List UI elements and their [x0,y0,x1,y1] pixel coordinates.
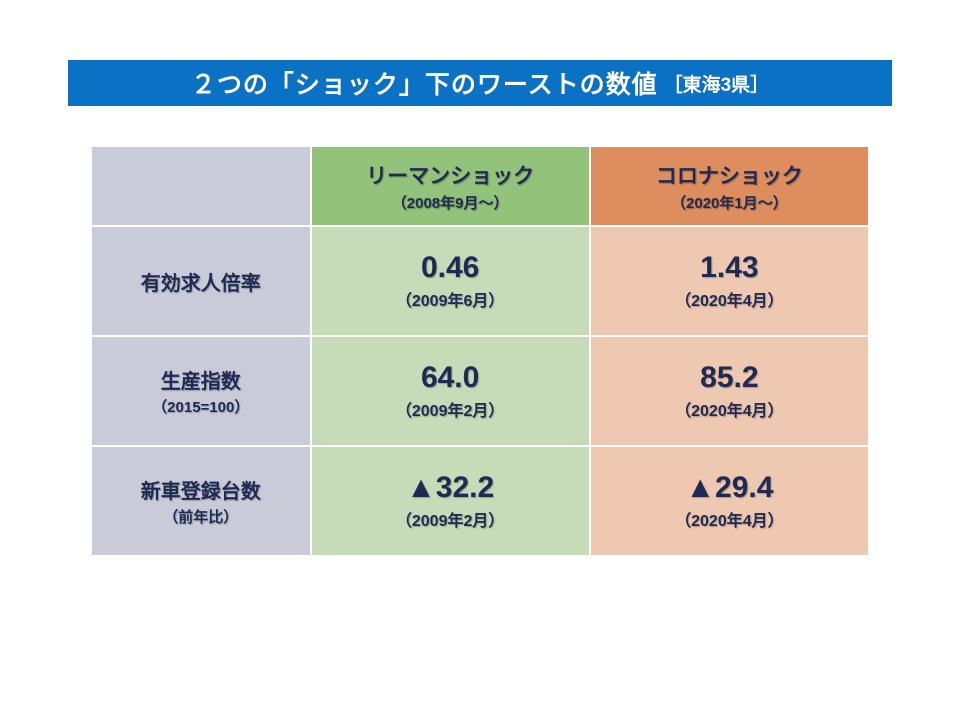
cell-b: ▲29.4 （2020年4月） [590,446,869,556]
cell-b: 1.43 （2020年4月） [590,226,869,336]
date-b: （2020年4月） [591,287,868,311]
date-b: （2020年4月） [591,507,868,531]
date-a: （2009年2月） [312,397,589,421]
value-a: ▲32.2 [406,471,494,504]
row-label-main: 新車登録台数 [141,481,261,503]
header-col-b: コロナショック （2020年1月～） [590,146,869,226]
value-b: ▲29.4 [685,471,773,504]
header-col-a: リーマンショック （2008年9月～） [311,146,590,226]
row-label-sub: （前年比） [92,506,310,527]
date-a: （2009年2月） [312,507,589,531]
cell-b: 85.2 （2020年4月） [590,336,869,446]
value-b: 85.2 [700,361,758,394]
cell-a: 0.46 （2009年6月） [311,226,590,336]
table-row: 新車登録台数 （前年比） ▲32.2 （2009年2月） ▲29.4 （2020… [91,446,869,556]
header-a-title: リーマンショック [366,165,534,188]
value-a: 64.0 [421,361,479,394]
value-a: 0.46 [421,251,479,284]
cell-a: 64.0 （2009年2月） [311,336,590,446]
row-label: 新車登録台数 （前年比） [91,446,311,556]
table-row: 有効求人倍率 0.46 （2009年6月） 1.43 （2020年4月） [91,226,869,336]
header-b-title: コロナショック [656,165,803,188]
date-a: （2009年6月） [312,287,589,311]
cell-a: ▲32.2 （2009年2月） [311,446,590,556]
header-a-period: （2008年9月～） [312,192,589,213]
comparison-table: リーマンショック （2008年9月～） コロナショック （2020年1月～） 有… [90,145,870,557]
row-label-sub: （2015=100） [92,396,310,417]
title-bar: ２つの「ショック」下のワーストの数値 ［東海3県］ [68,60,892,106]
row-label-main: 有効求人倍率 [141,273,261,295]
header-row: リーマンショック （2008年9月～） コロナショック （2020年1月～） [91,146,869,226]
title-sub: ［東海3県］ [664,70,770,97]
row-label-main: 生産指数 [161,371,241,393]
row-label: 有効求人倍率 [91,226,311,336]
header-b-period: （2020年1月～） [591,192,868,213]
corner-cell [91,146,311,226]
date-b: （2020年4月） [591,397,868,421]
value-b: 1.43 [700,251,758,284]
row-label: 生産指数 （2015=100） [91,336,311,446]
table-row: 生産指数 （2015=100） 64.0 （2009年2月） 85.2 （202… [91,336,869,446]
title-main: ２つの「ショック」下のワーストの数値 [191,65,658,101]
